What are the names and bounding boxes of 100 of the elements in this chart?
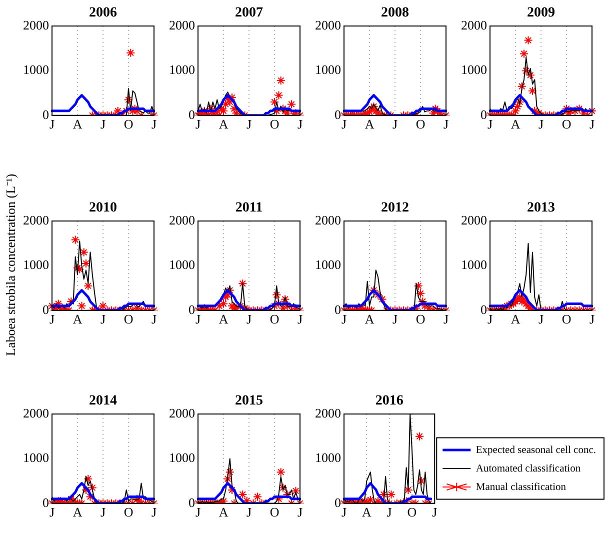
x-tick-label: J (151, 116, 157, 132)
x-tick-label: J (341, 312, 347, 327)
y-tick-label: 1000 (461, 257, 487, 272)
y-tick-label: 0 (42, 302, 49, 317)
x-tick-label: J (432, 504, 438, 520)
chart-title: 2009 (527, 6, 555, 21)
chart-title: 2011 (235, 200, 263, 216)
x-tick-label: J (100, 312, 106, 327)
x-tick-label: J (538, 312, 544, 327)
y-axis-title: Laboea strobila concentration (L⁻¹) (2, 174, 19, 356)
x-tick-label: J (297, 116, 303, 132)
x-tick-label: J (246, 504, 252, 520)
x-tick-label: J (341, 504, 347, 520)
legend-label: Expected seasonal cell conc. (476, 444, 596, 456)
x-tick-label: O (270, 312, 280, 327)
x-tick-label: J (589, 312, 595, 327)
x-tick-label: O (270, 504, 280, 520)
chart-title: 2016 (375, 394, 404, 409)
y-tick-label: 1000 (169, 450, 195, 466)
y-tick-label: 1000 (461, 62, 487, 78)
x-tick-label: O (416, 116, 426, 132)
y-tick-label: 2000 (169, 17, 195, 32)
x-tick-label: J (487, 312, 493, 327)
x-tick-label: A (72, 504, 83, 520)
chart-title: 2006 (89, 6, 117, 21)
x-tick-label: O (270, 116, 280, 132)
x-tick-label: J (392, 312, 398, 327)
chart-title: 2007 (235, 6, 263, 21)
x-tick-label: J (443, 116, 449, 132)
y-tick-label: 0 (334, 302, 341, 317)
y-tick-label: 1000 (315, 62, 341, 78)
y-tick-label: 0 (188, 106, 195, 122)
x-tick-label: J (297, 312, 303, 327)
x-tick-label: A (72, 312, 83, 327)
chart-title: 2012 (381, 200, 409, 216)
y-tick-label: 0 (334, 106, 341, 122)
x-tick-label: J (392, 116, 398, 132)
x-tick-label: J (195, 116, 201, 132)
y-tick-label: 2000 (169, 212, 195, 228)
y-tick-label: 2000 (23, 212, 49, 228)
y-tick-label: 2000 (23, 405, 49, 420)
y-tick-label: 2000 (461, 17, 487, 32)
y-tick-label: 2000 (315, 405, 341, 420)
x-tick-label: A (218, 312, 229, 327)
y-tick-label: 0 (188, 302, 195, 317)
x-tick-label: A (362, 504, 372, 520)
y-tick-label: 0 (188, 494, 195, 510)
y-tick-label: 1000 (23, 62, 49, 78)
x-tick-label: O (407, 504, 417, 520)
y-tick-label: 0 (480, 106, 487, 122)
chart-title: 2013 (527, 200, 555, 216)
x-tick-label: O (124, 116, 134, 132)
y-tick-label: 0 (480, 302, 487, 317)
x-tick-label: O (562, 116, 572, 132)
x-tick-label: A (72, 116, 83, 132)
x-tick-label: A (364, 312, 375, 327)
y-tick-label: 1000 (169, 257, 195, 272)
x-tick-label: O (416, 312, 426, 327)
y-tick-label: 1000 (169, 62, 195, 78)
x-tick-label: J (246, 312, 252, 327)
x-tick-label: J (100, 116, 106, 132)
chart-title: 2015 (235, 394, 263, 409)
y-tick-label: 0 (42, 494, 49, 510)
y-tick-label: 2000 (169, 405, 195, 420)
x-tick-label: J (49, 504, 55, 520)
y-tick-label: 1000 (23, 450, 49, 466)
x-tick-label: J (538, 116, 544, 132)
x-tick-label: O (562, 312, 572, 327)
chart-title: 2014 (89, 394, 117, 409)
x-tick-label: O (124, 504, 134, 520)
y-tick-label: 1000 (315, 450, 341, 466)
x-tick-label: J (195, 312, 201, 327)
x-tick-label: A (364, 116, 375, 132)
x-tick-label: J (151, 312, 157, 327)
x-tick-label: J (487, 116, 493, 132)
x-tick-label: A (510, 116, 521, 132)
x-tick-label: J (151, 504, 157, 520)
y-tick-label: 1000 (315, 257, 341, 272)
x-tick-label: J (443, 312, 449, 327)
y-tick-label: 2000 (23, 17, 49, 32)
x-tick-label: O (124, 312, 134, 327)
x-tick-label: J (341, 116, 347, 132)
x-tick-label: J (589, 116, 595, 132)
x-tick-label: J (386, 504, 392, 520)
y-tick-label: 2000 (315, 212, 341, 228)
y-tick-label: 0 (334, 494, 341, 510)
x-tick-label: J (49, 312, 55, 327)
x-tick-label: A (218, 504, 229, 520)
x-tick-label: A (218, 116, 229, 132)
legend-label: Automated classification (476, 463, 582, 474)
y-tick-label: 2000 (315, 17, 341, 32)
y-tick-label: 2000 (461, 212, 487, 228)
x-tick-label: J (195, 504, 201, 520)
y-tick-label: 0 (42, 106, 49, 122)
x-tick-label: J (297, 504, 303, 520)
chart-title: 2010 (89, 200, 117, 216)
x-tick-label: J (49, 116, 55, 132)
y-tick-label: 1000 (23, 257, 49, 272)
legend-label: Manual classification (476, 482, 567, 493)
x-tick-label: J (246, 116, 252, 132)
